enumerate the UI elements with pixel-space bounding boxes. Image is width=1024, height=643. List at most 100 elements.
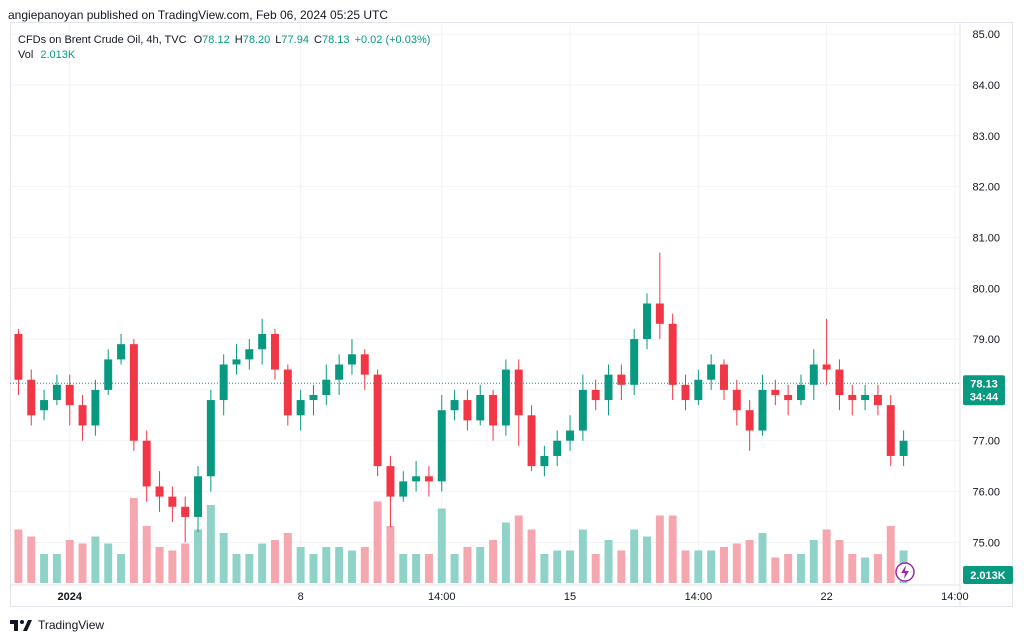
publish-line: angiepanoyan published on TradingView.co… [8,8,389,22]
y-tick-label: 79.00 [972,334,1000,346]
candle-body [399,481,408,497]
candle-body [322,379,331,395]
candle-body [668,323,677,385]
x-tick-label: 22 [820,591,832,603]
legend-high-label: H [234,34,243,46]
candle-body [578,389,587,431]
volume-bar [784,554,793,583]
x-tick-label: 14:00 [941,591,969,603]
volume-bar [296,547,305,583]
chart-legend: CFDs on Brent Crude Oil, 4h, TVC O78.12 … [18,33,430,63]
volume-bar [65,540,74,583]
volume-bar [155,547,164,583]
candle-body [835,369,844,395]
volume-bar [796,554,805,583]
volume-bar [52,554,61,583]
volume-bar [194,529,202,583]
candle-body [296,400,305,416]
footer: TradingView [10,618,104,632]
candle-body [194,476,202,517]
volume-bar [129,498,138,583]
lightning-icon[interactable] [895,562,915,582]
volume-bar [258,543,267,583]
volume-bar [117,554,126,583]
volume-bar [373,501,382,583]
candle-body [758,389,767,431]
candle-body [52,384,61,401]
candle-body [347,354,356,365]
candle-body [720,364,728,390]
candle-body [168,496,177,507]
candle-body [40,400,49,411]
volume-bar [553,550,562,583]
candle-body [809,364,818,385]
volume-bar [771,557,780,583]
candle-body [655,303,664,324]
candle-body [450,400,459,411]
candle-body [360,354,369,375]
volume-bar [271,540,279,583]
candle-body [271,333,279,370]
legend-high-value: 78.20 [242,34,271,46]
volume-bar [450,554,459,583]
volume-bar [848,554,857,583]
volume-bar [566,550,575,583]
volume-bar [643,536,651,583]
volume-bar [822,529,831,583]
volume-bar [219,533,228,583]
volume-bar [14,529,23,583]
candle-body [694,379,703,401]
candles [14,252,908,543]
candle-body [501,369,510,426]
candle-body [527,415,536,467]
candle-body [27,379,36,416]
y-tick-label: 80.00 [972,283,1000,295]
volume-bar [437,508,446,583]
candle-body [117,344,126,360]
x-tick-label: 14:00 [685,591,713,603]
volume-bars [14,498,908,583]
volume-bar [527,529,536,583]
volume-bar [668,515,677,583]
volume-tag: 2.013K [963,566,1013,584]
volume-bar [681,550,690,583]
legend-close-label: C [314,34,322,46]
candle-body [283,369,292,416]
volume-bar [835,540,844,583]
y-tick-label: 77.00 [972,436,1000,448]
candle-body [78,405,87,426]
price-tag: 78.13 34:44 [963,375,1005,406]
volume-bar [514,515,523,583]
volume-bar [78,543,87,583]
candle-body [514,369,523,416]
legend-symbol: CFDs on Brent Crude Oil, 4h, TVC [18,34,187,46]
last-price-label: 78.13 [970,378,998,390]
candle-body [245,349,254,360]
y-tick-label: 76.00 [972,487,1000,499]
candle-body [104,359,113,390]
volume-bar [591,554,600,583]
candle-body [784,394,793,401]
volume-bar [886,526,895,583]
volume-bar [861,557,870,583]
volume-bar [206,505,215,583]
candle-body [142,440,151,487]
volume-bar [232,554,241,583]
candle-body [643,303,651,340]
candle-body [861,394,870,401]
volume-bar [758,533,767,583]
volume-bar [424,554,433,583]
volume-bar [630,529,639,583]
y-tick-label: 85.00 [972,29,1000,41]
candle-body [219,364,228,401]
x-tick-label: 2024 [57,591,82,603]
volume-bar [617,550,626,583]
candle-body [232,359,241,365]
candle-body [540,455,549,467]
candle-body [771,389,780,395]
volume-bar [40,554,49,583]
volume-bar [604,540,613,583]
legend-low-label: L [275,34,282,46]
